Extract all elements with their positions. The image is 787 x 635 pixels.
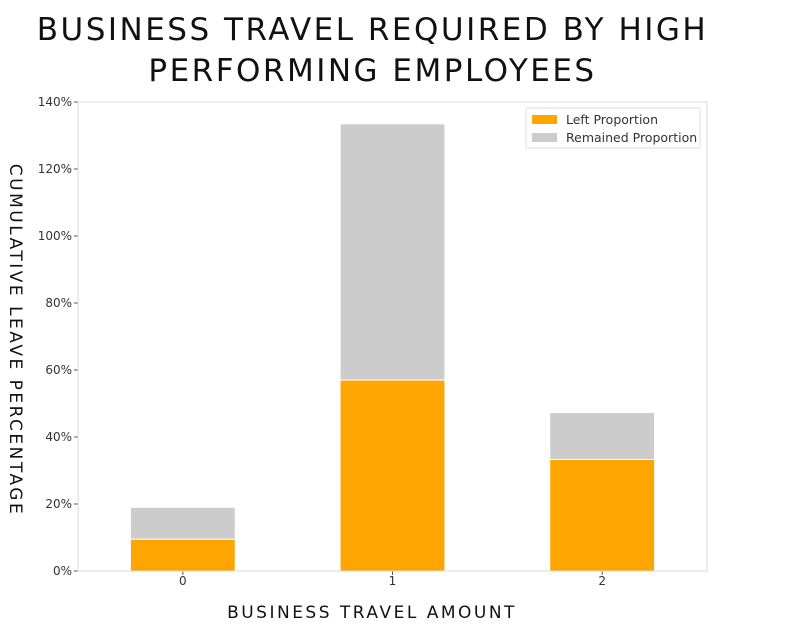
legend: Left Proportion Remained Proportion: [525, 107, 701, 149]
plot-frame: [77, 101, 708, 572]
y-tick-label: 100%: [38, 229, 72, 243]
bar-left-1: [339, 379, 446, 572]
y-tick-label: 40%: [45, 430, 72, 444]
legend-box: [525, 107, 701, 149]
bar-remained-0: [129, 506, 236, 540]
y-tick-label: 20%: [45, 497, 72, 511]
legend-swatch: [532, 133, 557, 142]
y-tick-label: 80%: [45, 296, 72, 310]
chart-title: BUSINESS TRAVEL REQUIRED BY HIGH PERFORM…: [36, 12, 709, 89]
x-tick-label: 0: [179, 574, 187, 588]
bars-group: [129, 123, 656, 572]
y-tick-label: 120%: [38, 162, 72, 176]
y-tick-label: 140%: [38, 95, 72, 109]
bar-remained-1: [339, 123, 446, 381]
bar-remained-2: [549, 412, 656, 460]
legend-swatch: [532, 115, 557, 124]
legend-label: Left Proportion: [566, 112, 658, 127]
legend-label: Remained Proportion: [566, 130, 697, 145]
bar-left-2: [549, 458, 656, 572]
y-ticks-group: 0% 20% 40% 60% 80% 100% 120% 140%: [38, 95, 78, 578]
y-tick-label: 60%: [45, 363, 72, 377]
bar-left-0: [129, 538, 236, 572]
x-axis-label: BUSINESS TRAVEL AMOUNT: [227, 603, 517, 623]
y-tick-label: 0%: [53, 564, 72, 578]
x-tick-label: 1: [389, 574, 397, 588]
x-tick-label: 2: [598, 574, 606, 588]
x-ticks-group: 0 1 2: [179, 571, 606, 588]
